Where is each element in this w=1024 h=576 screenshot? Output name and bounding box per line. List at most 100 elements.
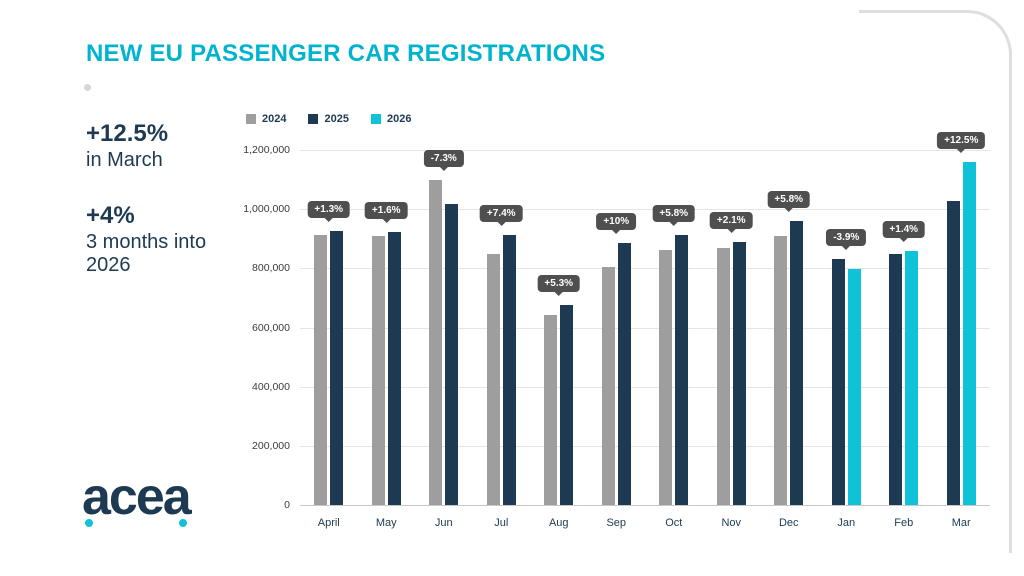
bar-group-nov: +2.1% Nov — [703, 150, 761, 529]
legend-swatch-icon — [246, 114, 256, 124]
x-label-jun: Jun — [434, 517, 453, 529]
stat-march-value: +12.5% — [86, 120, 169, 147]
stat-ytd-value: +4% — [86, 201, 135, 229]
bar-group-jun: -7.3% Jun — [415, 150, 473, 529]
bar-2024-nov — [716, 247, 730, 505]
x-label-jul: Jul — [494, 517, 509, 529]
stat-ytd: +4% 3 months into 2026 — [86, 202, 216, 277]
stat-march: +12.5% in March — [86, 120, 216, 172]
gridline — [300, 209, 990, 211]
gray-dot-decoration — [84, 84, 91, 91]
bar-group-dec: +5.8% Dec — [760, 150, 818, 529]
bar-2024-jun — [429, 180, 443, 505]
gridline — [300, 268, 990, 270]
y-tick-label: 0 — [284, 499, 290, 511]
x-label-feb: Feb — [894, 517, 914, 529]
pct-badge-jan: -3.9% — [826, 229, 867, 247]
gridline — [300, 150, 990, 151]
pct-badge-jun: -7.3% — [423, 150, 464, 168]
gridline — [300, 445, 990, 447]
x-label-oct: Oct — [665, 517, 683, 529]
bar-2025-jan — [831, 259, 845, 505]
bar-2024-dec — [774, 236, 788, 505]
x-label-mar: Mar — [951, 517, 971, 529]
x-label-april: April — [317, 517, 340, 529]
bar-2024-april — [314, 234, 328, 505]
logo-dot-icon — [85, 519, 93, 527]
y-tick-label: 400,000 — [252, 380, 290, 393]
bar-group-jan: -3.9% Jan — [818, 150, 876, 529]
x-label-dec: Dec — [778, 517, 799, 529]
x-label-nov: Nov — [721, 517, 742, 529]
bar-2025-jul — [502, 234, 516, 505]
corner-frame-decoration — [859, 10, 1012, 553]
y-tick-label: 600,000 — [252, 321, 290, 334]
highlight-stats: +12.5% in March +4% 3 months into 2026 — [86, 120, 216, 307]
stat-march-label: in March — [86, 148, 163, 171]
pct-badge-mar: +12.5% — [937, 132, 986, 150]
y-tick-label: 1,200,000 — [243, 144, 290, 156]
legend-label: 2024 — [262, 113, 287, 125]
gridline — [300, 505, 990, 506]
bar-group-jul: +7.4% Jul — [473, 150, 531, 529]
bar-2025-dec — [790, 221, 804, 505]
y-tick-label: 200,000 — [252, 439, 290, 452]
plot-area: +1.3% April +1.6% May -7.3% Jun +7.4% Jul +5.3% A… — [300, 132, 991, 529]
bar-2025-mar — [946, 200, 960, 505]
legend-item-2024: 2024 — [246, 113, 286, 125]
acea-logo-text: acea — [82, 468, 192, 526]
y-tick-label: 800,000 — [252, 262, 290, 275]
legend-label: 2025 — [324, 113, 349, 125]
bar-chart: 2024 2025 2026 1,200,000 1,000,000 800,000 60… — [238, 112, 991, 529]
logo-dot-icon — [179, 519, 187, 527]
bar-2025-sep — [617, 242, 631, 505]
x-label-aug: Aug — [548, 517, 569, 529]
bar-2024-jul — [486, 253, 500, 505]
bar-group-sep: +10% Sep — [588, 150, 646, 529]
pct-badge-feb: +1.4% — [882, 220, 926, 238]
bars-container: +1.3% April +1.6% May -7.3% Jun +7.4% Jul +5.3% A… — [300, 132, 991, 529]
pct-badge-may: +1.6% — [364, 201, 408, 219]
pct-badge-oct: +5.8% — [652, 204, 696, 222]
chart-legend: 2024 2025 2026 — [246, 112, 990, 126]
x-label-may: May — [375, 517, 397, 529]
legend-item-2026: 2026 — [370, 113, 412, 125]
bar-group-april: +1.3% April — [300, 150, 358, 529]
legend-label: 2026 — [386, 113, 412, 125]
stat-ytd-label: 3 months into 2026 — [86, 230, 207, 276]
pct-badge-nov: +2.1% — [709, 212, 753, 230]
bar-2025-may — [387, 231, 401, 505]
gridline — [300, 327, 990, 329]
page-title: NEW EU PASSENGER CAR REGISTRATIONS — [86, 40, 606, 67]
bar-group-oct: +5.8% Oct — [645, 150, 703, 529]
bar-2025-nov — [732, 242, 746, 505]
plot-wrap: 1,200,000 1,000,000 800,000 600,000 400,000 2… — [238, 132, 991, 529]
legend-swatch-icon — [370, 114, 381, 124]
x-label-sep: Sep — [606, 517, 627, 529]
bar-2025-jun — [445, 203, 459, 505]
bar-2024-oct — [659, 249, 673, 505]
pct-badge-aug: +5.3% — [537, 275, 581, 293]
bar-2024-may — [371, 236, 385, 505]
pct-badge-april: +1.3% — [307, 201, 351, 219]
bar-2026-mar — [962, 162, 976, 505]
bar-2025-feb — [889, 254, 903, 505]
bar-group-aug: +5.3% Aug — [530, 150, 588, 529]
bar-group-feb: +1.4% Feb — [875, 150, 933, 529]
bar-2025-oct — [675, 234, 689, 505]
x-label-jan: Jan — [837, 517, 856, 529]
gridline — [300, 386, 990, 388]
y-axis-labels: 1,200,000 1,000,000 800,000 600,000 400,000 2… — [238, 144, 300, 511]
bar-2026-jan — [847, 268, 861, 505]
pct-badge-dec: +5.8% — [767, 191, 811, 208]
bar-group-mar: +12.5% Mar — [933, 132, 991, 529]
bar-group-may: +1.6% May — [358, 150, 416, 529]
pct-badge-sep: +10% — [596, 212, 637, 230]
legend-item-2025: 2025 — [308, 113, 349, 125]
pct-badge-jul: +7.4% — [479, 204, 523, 222]
bar-2025-april — [330, 231, 344, 505]
bar-2026-feb — [905, 250, 919, 505]
y-tick-label: 1,000,000 — [243, 203, 290, 216]
bar-2024-aug — [544, 315, 558, 505]
